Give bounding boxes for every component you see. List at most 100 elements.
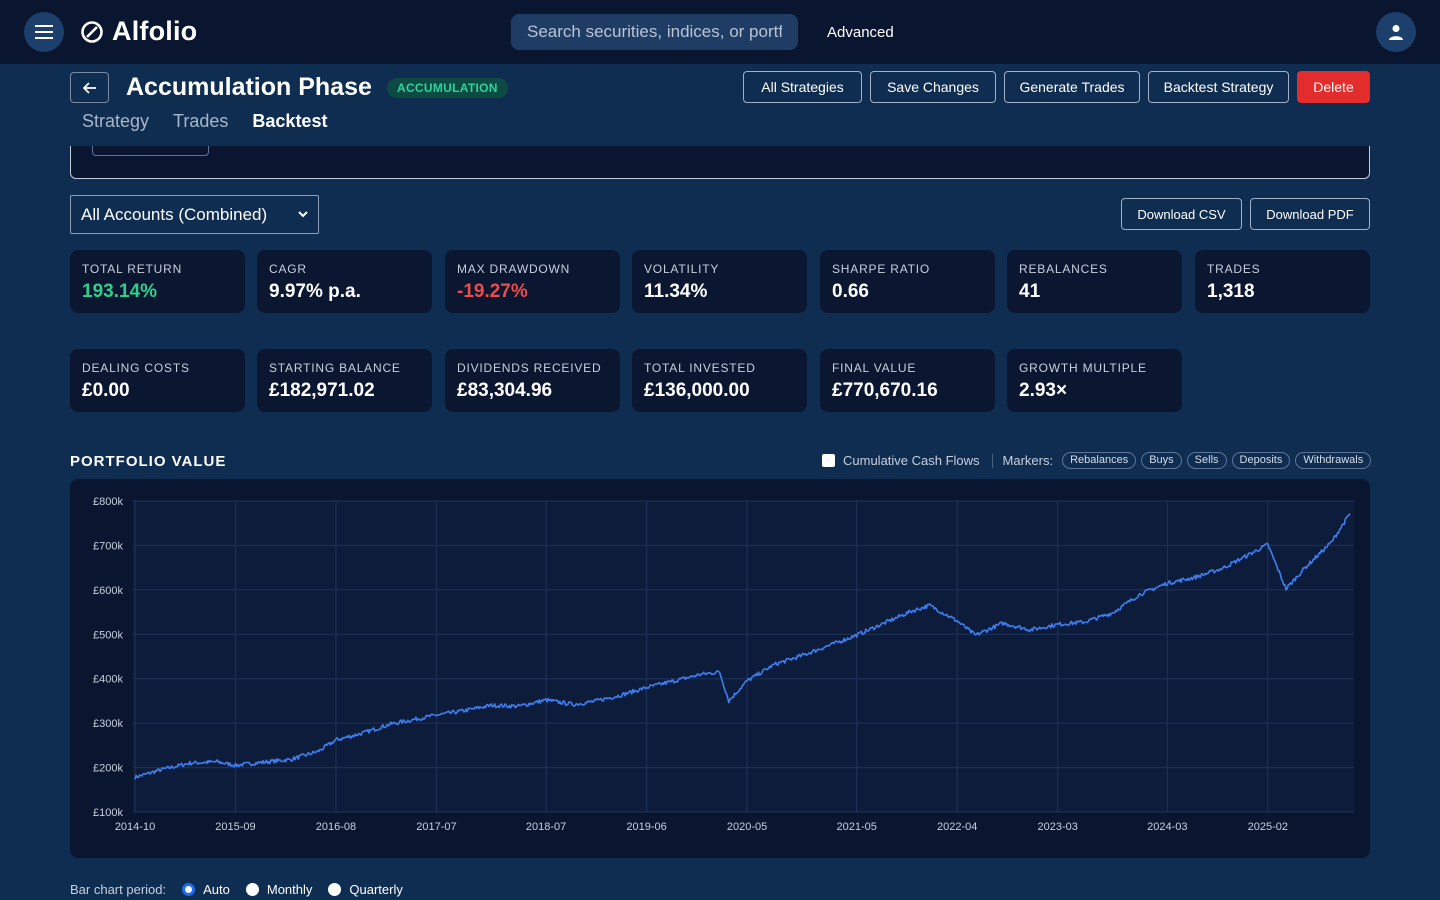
stat-value: 1,318: [1207, 281, 1255, 302]
marker-chip-withdrawals[interactable]: Withdrawals: [1295, 452, 1372, 469]
marker-chip-deposits[interactable]: Deposits: [1231, 452, 1291, 469]
plot-area: [133, 501, 1354, 812]
stat-card-rebalances: REBALANCES 41: [1007, 250, 1182, 313]
stat-label: GROWTH MULTIPLE: [1019, 361, 1147, 375]
portfolio-value-chart-svg[interactable]: £800k £700k £600k £500k £400k £300k £200k £100k…: [70, 479, 1370, 858]
advanced-search-link[interactable]: Advanced: [827, 24, 894, 41]
stat-value: £0.00: [82, 380, 130, 401]
portfolio-value-chart: £800k £700k £600k £500k £400k £300k £200k £100k…: [70, 479, 1370, 858]
x-tick-label: 2019-06: [626, 821, 666, 833]
x-tick-label: 2020-05: [727, 821, 767, 833]
y-tick-label: £700k: [93, 540, 123, 552]
bar-chart-period-selector: Bar chart period: Auto Monthly Quarterly: [70, 882, 403, 897]
stat-label: DEALING COSTS: [82, 361, 190, 375]
stat-label: REBALANCES: [1019, 262, 1108, 276]
tab-trades[interactable]: Trades: [173, 111, 229, 131]
back-button[interactable]: [70, 72, 109, 103]
period-option-auto[interactable]: Auto: [182, 882, 230, 897]
user-icon: [1389, 25, 1403, 40]
chart-controls: Cumulative Cash Flows Markers: Rebalance…: [822, 452, 1372, 469]
stat-card-trades: TRADES 1,318: [1195, 250, 1370, 313]
stat-card-total-invested: TOTAL INVESTED £136,000.00: [632, 349, 807, 412]
phase-badge: ACCUMULATION: [387, 78, 508, 98]
menu-button[interactable]: [24, 12, 64, 52]
marker-chip-sells[interactable]: Sells: [1186, 452, 1227, 469]
x-tick-label: 2015-09: [215, 821, 255, 833]
tab-backtest[interactable]: Backtest: [252, 111, 328, 131]
controls-divider: [991, 453, 993, 468]
stat-value: £136,000.00: [644, 380, 750, 401]
y-tick-label: £500k: [93, 629, 123, 641]
generate-trades-button[interactable]: Generate Trades: [1004, 71, 1140, 103]
stat-card-dealing-costs: DEALING COSTS £0.00: [70, 349, 245, 412]
stat-card-cagr: CAGR 9.97% p.a.: [257, 250, 432, 313]
delete-button[interactable]: Delete: [1297, 71, 1370, 103]
radio-icon[interactable]: [328, 883, 342, 896]
panel-button-stub[interactable]: [92, 146, 209, 156]
chart-section-title: PORTFOLIO VALUE: [70, 453, 227, 470]
cumulative-cash-flows-checkbox[interactable]: [822, 454, 835, 467]
stat-label: SHARPE RATIO: [832, 262, 931, 276]
marker-chip-buys[interactable]: Buys: [1141, 452, 1182, 469]
stat-value: 9.97% p.a.: [269, 281, 361, 302]
period-option-label: Quarterly: [349, 882, 403, 897]
x-tick-label: 2016-08: [316, 821, 356, 833]
account-select-value: All Accounts (Combined): [81, 204, 268, 224]
save-changes-button[interactable]: Save Changes: [870, 71, 996, 103]
backtest-strategy-button[interactable]: Backtest Strategy: [1148, 71, 1289, 103]
stat-value: 11.34%: [644, 281, 708, 302]
stat-label: MAX DRAWDOWN: [457, 262, 571, 276]
all-strategies-button[interactable]: All Strategies: [743, 71, 862, 103]
stat-label: FINAL VALUE: [832, 361, 917, 375]
user-menu-button[interactable]: [1376, 12, 1416, 52]
search-input[interactable]: [511, 14, 798, 50]
y-tick-label: £300k: [93, 718, 123, 730]
stat-value: £182,971.02: [269, 380, 375, 401]
strategy-tabs: Strategy Trades Backtest: [82, 111, 327, 132]
marker-chip-rebalances[interactable]: Rebalances: [1062, 452, 1137, 469]
x-tick-label: 2017-07: [416, 821, 456, 833]
stat-card-total-return: TOTAL RETURN 193.14%: [70, 250, 245, 313]
brand-name: Alfolio: [112, 16, 198, 46]
stat-card-sharpe-ratio: SHARPE RATIO 0.66: [820, 250, 995, 313]
hamburger-icon: [35, 25, 53, 39]
stat-value: £770,670.16: [832, 380, 938, 401]
stat-value: 0.66: [832, 281, 869, 302]
stat-value: 2.93×: [1019, 380, 1068, 401]
stat-card-starting-balance: STARTING BALANCE £182,971.02: [257, 349, 432, 412]
x-tick-label: 2025-02: [1248, 821, 1288, 833]
period-option-quarterly[interactable]: Quarterly: [328, 882, 403, 897]
page-title: Accumulation Phase: [126, 73, 372, 101]
radio-icon[interactable]: [245, 883, 259, 896]
download-pdf-button[interactable]: Download PDF: [1250, 198, 1370, 230]
backtest-settings-panel: [70, 146, 1370, 179]
chevron-down-icon: [298, 211, 308, 218]
arrow-left-icon: [82, 81, 96, 94]
y-tick-label: £200k: [93, 763, 123, 775]
period-option-monthly[interactable]: Monthly: [245, 882, 313, 897]
stat-card-final-value: FINAL VALUE £770,670.16: [820, 349, 995, 412]
stat-card-growth-multiple: GROWTH MULTIPLE 2.93×: [1007, 349, 1182, 412]
account-select[interactable]: All Accounts (Combined): [70, 195, 319, 234]
x-tick-label: 2014-10: [115, 821, 155, 833]
stat-value: 41: [1019, 281, 1041, 302]
download-csv-button[interactable]: Download CSV: [1121, 198, 1242, 230]
brand[interactable]: Alfolio: [80, 16, 197, 47]
stat-label: TOTAL INVESTED: [644, 361, 756, 375]
cumulative-cash-flows-label[interactable]: Cumulative Cash Flows: [843, 453, 980, 468]
stat-value: 193.14%: [82, 281, 158, 302]
period-option-label: Monthly: [266, 882, 313, 897]
period-option-label: Auto: [203, 882, 230, 897]
stat-card-volatility: VOLATILITY 11.34%: [632, 250, 807, 313]
x-tick-label: 2018-07: [526, 821, 566, 833]
radio-selected-icon[interactable]: [182, 883, 196, 896]
stat-label: VOLATILITY: [644, 262, 720, 276]
y-tick-label: £600k: [93, 585, 123, 597]
stat-value: -19.27%: [457, 281, 528, 302]
x-tick-label: 2024-03: [1147, 821, 1187, 833]
y-tick-label: £100k: [93, 807, 123, 819]
tab-strategy[interactable]: Strategy: [82, 111, 150, 131]
compass-logo-icon: [81, 20, 103, 43]
stat-value: £83,304.96: [457, 380, 553, 401]
y-tick-label: £400k: [93, 674, 123, 686]
